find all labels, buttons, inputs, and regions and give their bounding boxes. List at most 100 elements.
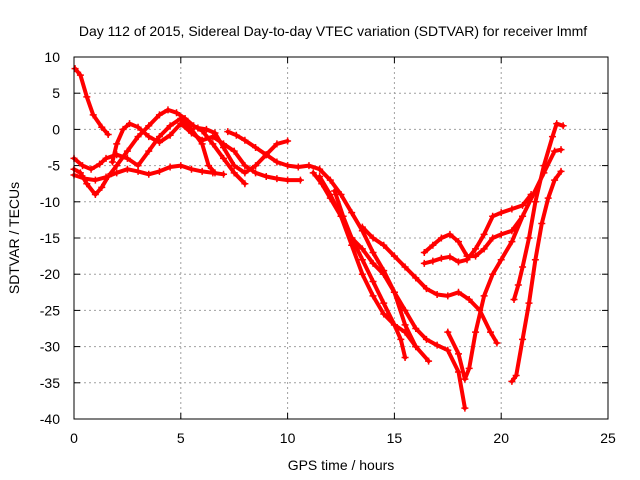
data-point <box>230 169 238 177</box>
data-point <box>339 212 347 220</box>
data-point <box>134 167 142 175</box>
data-point <box>79 162 87 170</box>
data-point <box>519 263 527 271</box>
data-point <box>454 258 462 266</box>
data-point <box>145 133 153 141</box>
data-point <box>232 131 240 139</box>
data-point <box>284 176 292 184</box>
data-point <box>190 122 198 130</box>
data-point <box>538 220 546 228</box>
data-point <box>429 257 437 265</box>
data-point <box>401 321 409 329</box>
data-point <box>316 165 324 173</box>
series-arc-9 <box>317 174 431 364</box>
data-point <box>380 241 388 249</box>
data-point <box>444 346 452 354</box>
data-point <box>446 253 454 261</box>
x-axis-label: GPS time / hours <box>288 457 395 473</box>
y-tick-label: -15 <box>40 230 60 246</box>
y-tick-label: 0 <box>52 121 60 137</box>
data-point <box>81 175 89 183</box>
data-point <box>309 169 317 177</box>
data-point <box>198 136 206 144</box>
data-point <box>380 310 388 318</box>
data-point <box>401 328 409 336</box>
data-point <box>220 154 228 162</box>
data-point <box>454 350 462 358</box>
x-tick-label: 5 <box>177 430 185 446</box>
data-point <box>446 230 454 238</box>
data-point <box>294 163 302 171</box>
data-point <box>155 138 163 146</box>
data-point <box>531 256 539 264</box>
data-point <box>205 162 213 170</box>
data-point <box>252 169 260 177</box>
grid <box>74 57 608 419</box>
data-point <box>98 123 106 131</box>
data-point <box>96 160 104 168</box>
data-point <box>113 169 121 177</box>
x-tick-label: 10 <box>280 430 296 446</box>
data-point <box>241 136 249 144</box>
data-point <box>113 162 121 170</box>
data-point <box>284 137 292 145</box>
data-point <box>390 252 398 260</box>
data-point <box>508 227 516 235</box>
data-point <box>512 372 520 380</box>
data-point <box>519 201 527 209</box>
data-point <box>71 65 79 73</box>
y-axis-label: SDTVAR / TECUs <box>6 182 22 294</box>
data-point <box>102 173 110 181</box>
data-point <box>273 158 281 166</box>
data-point <box>369 277 377 285</box>
y-tick-label: -20 <box>40 266 60 282</box>
data-point <box>166 163 174 171</box>
data-point <box>194 124 202 132</box>
y-tick-label: -30 <box>40 339 60 355</box>
data-point <box>369 234 377 242</box>
data-point <box>454 288 462 296</box>
data-point <box>123 154 131 162</box>
data-point <box>480 230 488 238</box>
data-point <box>525 234 533 242</box>
x-tick-label: 20 <box>493 430 509 446</box>
x-tick-label: 25 <box>600 430 616 446</box>
x-tick-label: 15 <box>387 430 403 446</box>
data-point <box>369 259 377 267</box>
data-point <box>241 162 249 170</box>
data-point <box>461 404 469 412</box>
series-arc-2 <box>72 107 247 197</box>
data-point <box>119 125 127 133</box>
data-point <box>380 299 388 307</box>
data-point <box>91 191 99 199</box>
data-point <box>348 209 356 217</box>
data-point <box>489 234 497 242</box>
data-point <box>108 158 116 166</box>
data-point <box>164 106 172 114</box>
data-point <box>220 170 228 178</box>
data-point <box>553 120 561 128</box>
y-tick-label: -10 <box>40 194 60 210</box>
data-point <box>134 133 142 141</box>
data-point <box>83 180 91 188</box>
data-point <box>187 165 195 173</box>
data-point <box>472 245 480 253</box>
y-tick-label: -25 <box>40 302 60 318</box>
data-point <box>134 123 142 131</box>
data-point <box>173 109 181 117</box>
data-point <box>211 129 219 137</box>
data-point <box>508 238 516 246</box>
data-point <box>444 292 452 300</box>
data-point <box>425 357 433 365</box>
data-point <box>252 162 260 170</box>
data-point <box>113 140 121 148</box>
data-point <box>358 256 366 264</box>
data-point <box>166 122 174 130</box>
data-point <box>540 162 548 170</box>
data-point <box>437 234 445 242</box>
chart-title: Day 112 of 2015, Sidereal Day-to-day VTE… <box>79 23 587 39</box>
data-point <box>437 254 445 262</box>
series-arc-1 <box>73 66 111 137</box>
data-point <box>348 234 356 242</box>
data-point <box>422 285 430 293</box>
